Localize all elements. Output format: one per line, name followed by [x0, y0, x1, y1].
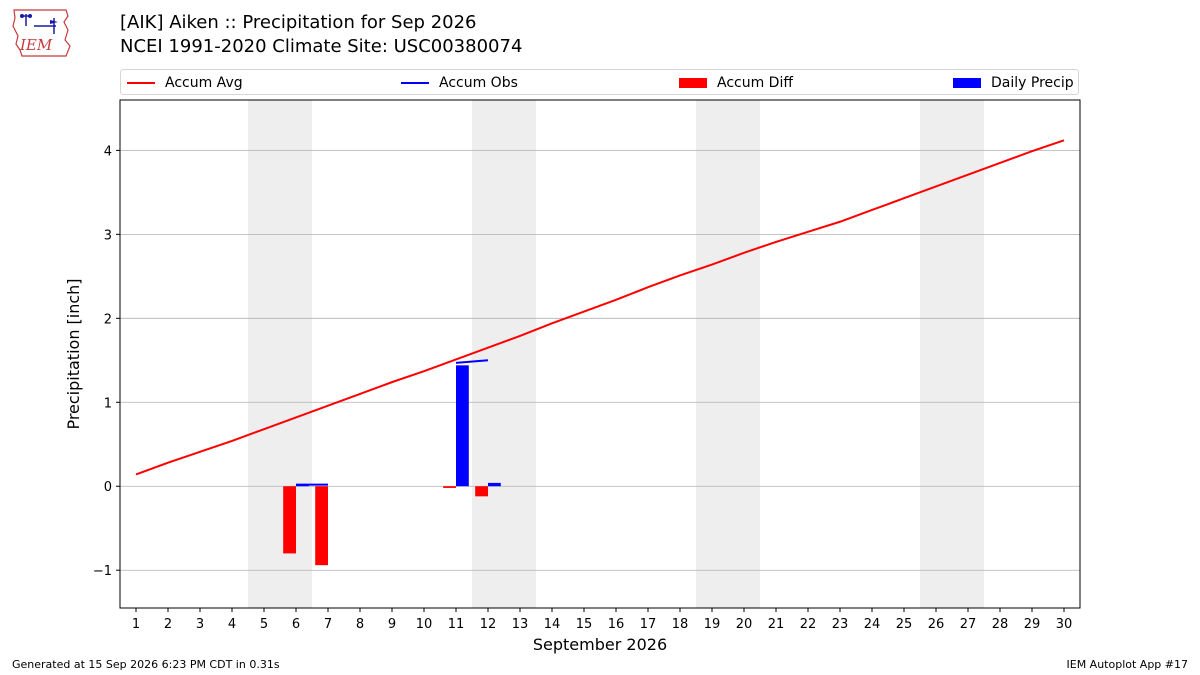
- x-tick-label: 4: [228, 617, 236, 632]
- x-tick-label: 14: [544, 617, 561, 632]
- x-tick-label: 10: [416, 617, 433, 632]
- legend-item-daily-precip: Daily Precip: [953, 73, 1074, 93]
- weekend-band: [248, 100, 312, 608]
- legend-label-accum-diff: Accum Diff: [717, 75, 794, 91]
- x-tick-label: 17: [640, 617, 657, 632]
- x-tick-label: 2: [164, 617, 172, 632]
- chart-subtitle: NCEI 1991-2020 Climate Site: USC00380074: [120, 36, 523, 57]
- x-tick-label: 24: [864, 617, 881, 632]
- legend-label-daily-precip: Daily Precip: [991, 75, 1074, 91]
- y-axis-label: Precipitation [inch]: [64, 278, 83, 429]
- x-tick-label: 8: [356, 617, 364, 632]
- x-tick-label: 13: [512, 617, 529, 632]
- legend-patch-daily-precip: [953, 78, 981, 88]
- x-tick-label: 18: [672, 617, 689, 632]
- legend-label-accum-avg: Accum Avg: [165, 75, 243, 91]
- x-tick-label: 22: [800, 617, 817, 632]
- y-tick-label: 3: [104, 228, 112, 243]
- x-tick-label: 6: [292, 617, 300, 632]
- y-tick-label: 4: [104, 144, 112, 159]
- legend-patch-accum-diff: [679, 78, 707, 88]
- accum-diff-bar: [315, 486, 328, 566]
- x-tick-label: 20: [736, 617, 753, 632]
- accum-diff-bar: [475, 486, 488, 497]
- x-tick-label: 26: [928, 617, 945, 632]
- x-tick-label: 28: [992, 617, 1009, 632]
- weekend-band: [472, 100, 536, 608]
- y-tick-label: 0: [104, 480, 112, 495]
- x-tick-label: 7: [324, 617, 332, 632]
- iem-logo: IEM: [12, 9, 71, 57]
- x-tick-label: 11: [448, 617, 465, 632]
- accum-obs-line: [455, 359, 489, 364]
- x-tick-label: 30: [1056, 617, 1073, 632]
- x-tick-label: 25: [896, 617, 913, 632]
- x-tick-label: 23: [832, 617, 849, 632]
- logo-text: IEM: [19, 36, 53, 54]
- accum-diff-bar: [443, 486, 456, 488]
- legend-item-accum-obs: Accum Obs: [401, 73, 518, 93]
- x-tick-label: 19: [704, 617, 721, 632]
- legend-label-accum-obs: Accum Obs: [439, 75, 518, 91]
- legend-item-accum-diff: Accum Diff: [679, 73, 793, 93]
- x-tick-label: 15: [576, 617, 593, 632]
- weekend-band: [920, 100, 984, 608]
- legend-item-accum-avg: Accum Avg: [127, 73, 243, 93]
- x-tick-label: 3: [196, 617, 204, 632]
- y-tick-label: −1: [93, 564, 112, 579]
- legend: Accum Avg Accum Obs Accum Diff Daily Pre…: [120, 69, 1079, 95]
- x-tick-label: 29: [1024, 617, 1041, 632]
- legend-line-accum-obs: [401, 82, 429, 84]
- accum-diff-bar: [283, 486, 296, 554]
- x-tick-label: 5: [260, 617, 268, 632]
- x-tick-label: 12: [480, 617, 497, 632]
- y-tick-label: 1: [104, 396, 112, 411]
- x-tick-label: 16: [608, 617, 625, 632]
- accum-avg-line: [135, 139, 1065, 476]
- daily-precip-bar: [488, 482, 501, 487]
- weekend-band: [696, 100, 760, 608]
- x-axis-label: September 2026: [533, 635, 667, 654]
- x-tick-label: 21: [768, 617, 785, 632]
- app-credit: IEM Autoplot App #17: [1066, 658, 1189, 671]
- daily-precip-bar: [456, 365, 469, 487]
- legend-line-accum-avg: [127, 82, 155, 84]
- plot-frame: [119, 99, 1081, 609]
- x-tick-label: 9: [388, 617, 396, 632]
- chart-title: [AIK] Aiken :: Precipitation for Sep 202…: [120, 12, 477, 33]
- y-tick-label: 2: [104, 312, 112, 327]
- generated-timestamp: Generated at 15 Sep 2026 6:23 PM CDT in …: [12, 658, 280, 671]
- x-tick-label: 1: [132, 617, 140, 632]
- x-tick-label: 27: [960, 617, 977, 632]
